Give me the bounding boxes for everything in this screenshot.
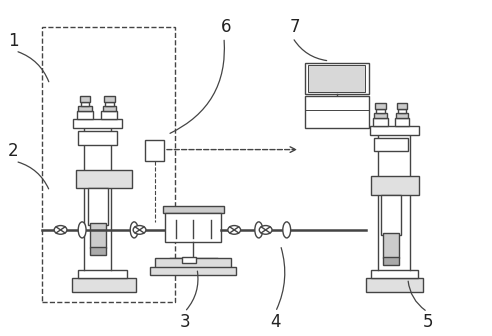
Bar xyxy=(105,102,114,106)
Bar xyxy=(305,96,369,128)
Bar xyxy=(397,103,407,109)
Bar xyxy=(398,109,406,113)
Text: 6: 6 xyxy=(221,18,232,37)
Bar xyxy=(396,113,408,118)
Circle shape xyxy=(54,225,67,234)
Text: 3: 3 xyxy=(180,313,190,331)
Bar xyxy=(373,118,388,126)
Ellipse shape xyxy=(255,222,263,238)
Bar xyxy=(88,188,108,225)
Bar xyxy=(375,103,386,109)
Bar xyxy=(146,139,164,161)
Bar xyxy=(73,120,123,128)
Bar xyxy=(78,270,127,279)
Bar xyxy=(155,258,231,268)
Bar xyxy=(371,270,418,279)
Bar xyxy=(90,247,106,255)
Ellipse shape xyxy=(283,222,291,238)
Bar xyxy=(376,109,385,113)
Bar xyxy=(90,223,106,248)
Text: 5: 5 xyxy=(422,313,433,331)
Text: 1: 1 xyxy=(8,32,18,50)
Text: 4: 4 xyxy=(270,313,281,331)
Bar xyxy=(104,96,115,102)
Bar xyxy=(76,170,132,188)
Bar xyxy=(78,106,92,111)
Text: 7: 7 xyxy=(290,18,300,37)
Bar xyxy=(162,206,224,213)
Bar xyxy=(395,118,409,126)
Circle shape xyxy=(228,225,241,234)
Bar xyxy=(42,28,175,302)
Bar xyxy=(373,138,408,151)
Bar xyxy=(72,279,136,292)
Ellipse shape xyxy=(130,222,138,238)
Bar xyxy=(182,257,196,263)
Ellipse shape xyxy=(78,222,86,238)
Bar xyxy=(381,195,400,235)
Bar xyxy=(370,126,419,134)
Bar xyxy=(101,111,118,120)
Bar xyxy=(165,213,221,242)
Bar xyxy=(308,65,365,92)
Bar xyxy=(305,62,369,94)
Bar xyxy=(383,233,399,258)
Bar xyxy=(81,102,90,106)
Circle shape xyxy=(133,225,146,234)
Circle shape xyxy=(259,225,272,234)
Bar xyxy=(78,131,118,144)
Bar xyxy=(366,279,423,292)
Bar xyxy=(77,111,93,120)
Text: 2: 2 xyxy=(8,142,18,160)
Bar xyxy=(103,106,117,111)
Bar xyxy=(151,267,236,275)
Bar xyxy=(80,96,91,102)
Bar xyxy=(374,113,387,118)
Bar xyxy=(371,176,419,195)
Bar xyxy=(383,257,399,265)
